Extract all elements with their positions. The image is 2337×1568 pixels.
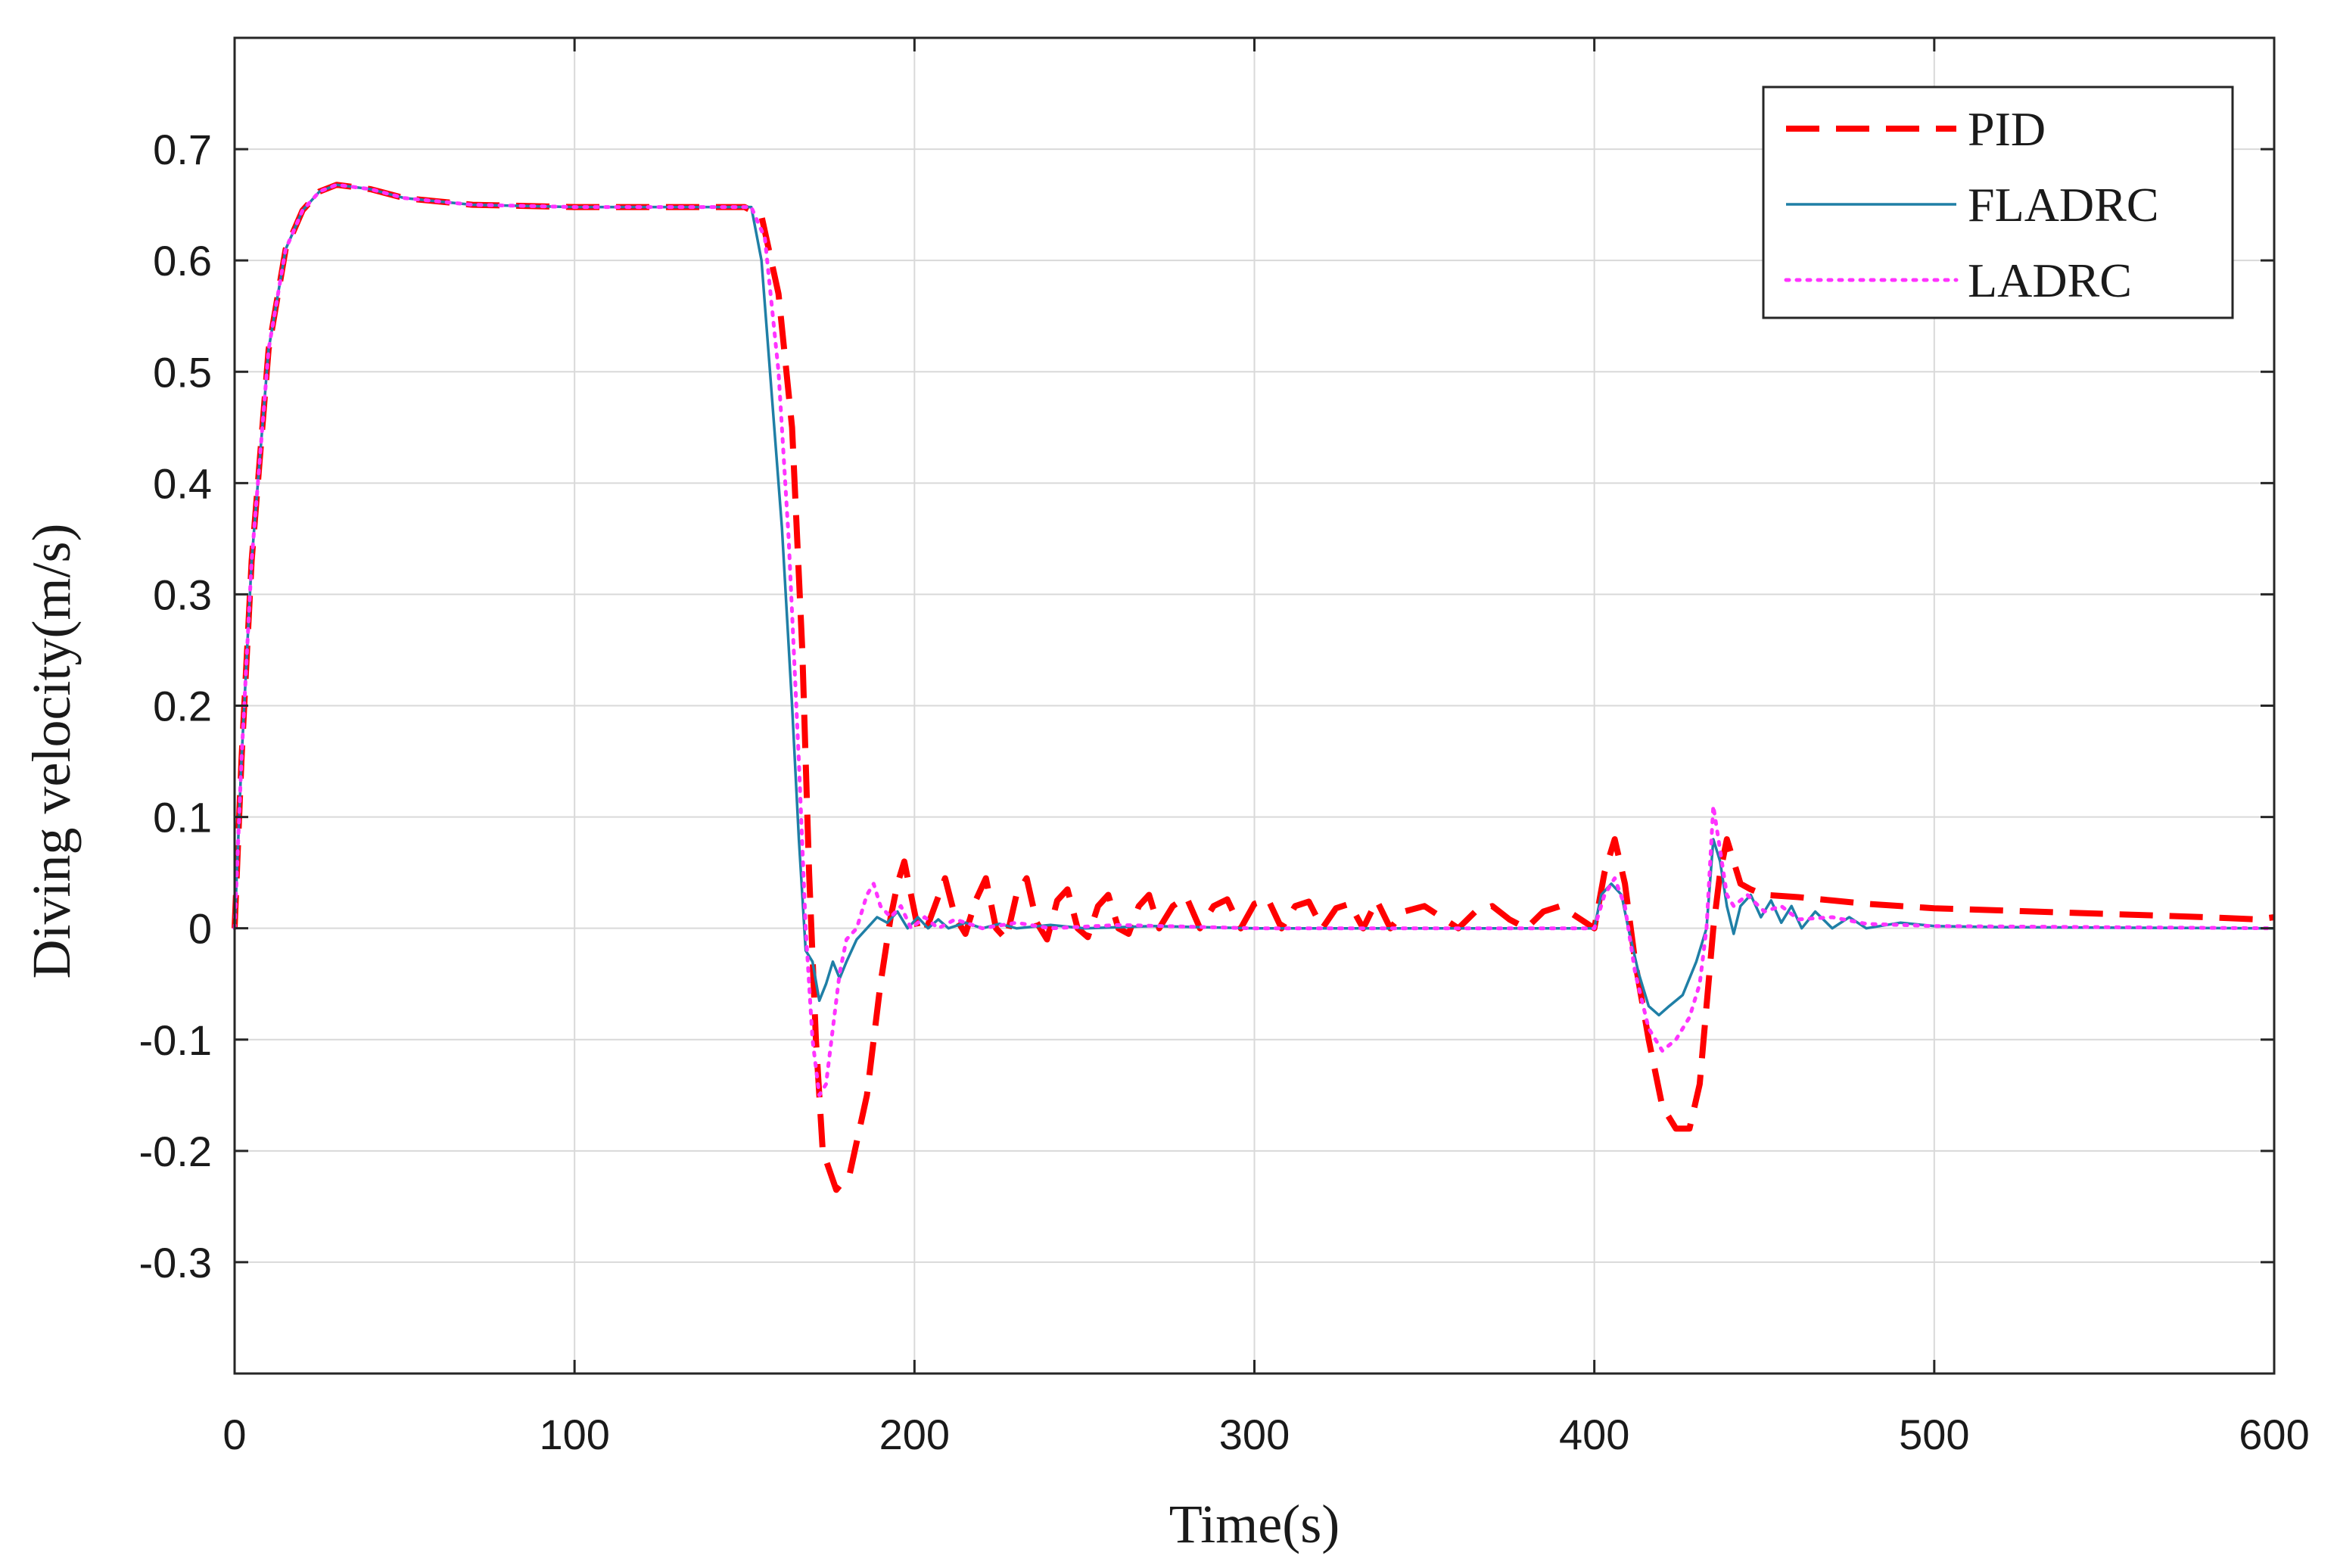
legend: PID FLADRC LADRC (1762, 86, 2234, 319)
series-layer (232, 182, 2276, 1193)
grid (235, 38, 2274, 1374)
y-tick-label: -0.2 (139, 1128, 213, 1175)
x-tick-label: 200 (879, 1411, 950, 1458)
y-tick-label: -0.1 (139, 1016, 213, 1064)
y-tick-label: 0.7 (153, 126, 212, 173)
y-axis-label: Diving velocity(m/s) (21, 524, 82, 979)
series-line-fladrc (233, 183, 2275, 1017)
x-tick-label: 600 (2239, 1411, 2309, 1458)
x-axis-ticks: 0 100 200 300 400 500 600 (222, 38, 2310, 1458)
y-tick-label: 0.4 (153, 459, 212, 507)
y-tick-label: 0.5 (153, 348, 212, 396)
y-tick-label: 0.1 (153, 794, 212, 842)
y-tick-label: 0 (188, 905, 212, 953)
x-tick-label: 500 (1899, 1411, 1969, 1458)
y-tick-label: 0.3 (153, 571, 212, 618)
legend-label-ladrc: LADRC (1968, 254, 2132, 307)
y-tick-label: -0.3 (139, 1239, 213, 1286)
series-line-ladrc (232, 182, 2276, 1097)
series-line-pid (232, 182, 2275, 1193)
y-axis-ticks: -0.3 -0.2 -0.1 0 0.1 0.2 0.3 0.4 0.5 0.6 0.7 (139, 126, 2274, 1286)
x-tick-label: 300 (1219, 1411, 1290, 1458)
x-tick-label: 100 (539, 1411, 609, 1458)
legend-label-fladrc: FLADRC (1968, 178, 2159, 232)
y-tick-label: 0.6 (153, 237, 212, 285)
x-tick-label: 0 (222, 1411, 246, 1458)
y-tick-label: 0.2 (153, 683, 212, 730)
legend-label-pid: PID (1968, 102, 2046, 156)
x-tick-label: 400 (1559, 1411, 1629, 1458)
x-axis-label: Time(s) (1169, 1494, 1340, 1554)
